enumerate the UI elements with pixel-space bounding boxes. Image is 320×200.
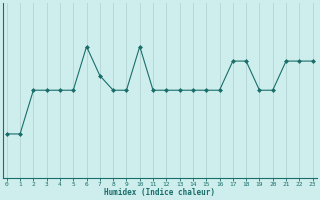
X-axis label: Humidex (Indice chaleur): Humidex (Indice chaleur): [104, 188, 215, 197]
